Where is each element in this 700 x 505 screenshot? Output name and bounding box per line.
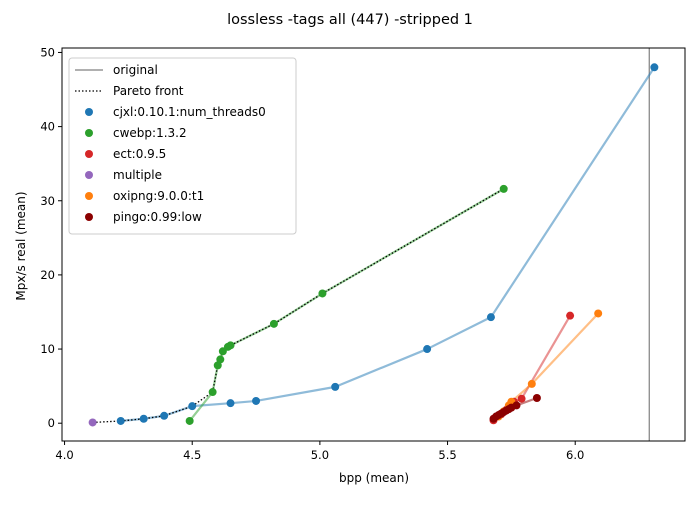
data-point xyxy=(512,401,521,410)
legend-swatch-marker xyxy=(85,171,93,179)
legend-label: pingo:0.99:low xyxy=(113,210,202,224)
data-point xyxy=(185,416,194,425)
x-tick-label: 5.5 xyxy=(438,448,456,462)
legend-label: multiple xyxy=(113,168,162,182)
data-point xyxy=(88,418,97,427)
legend-swatch-marker xyxy=(85,108,93,116)
y-tick-label: 0 xyxy=(48,416,55,430)
legend-label: Pareto front xyxy=(113,84,184,98)
x-tick-label: 4.0 xyxy=(55,448,73,462)
data-point xyxy=(139,414,148,423)
data-point xyxy=(318,289,327,298)
legend-label: cjxl:0.10.1:num_threads0 xyxy=(113,105,266,119)
series-line-0 xyxy=(120,66,656,423)
axes: 4.0 4.5 5.0 5.5 6.0 0 10 20 30 40 50 xyxy=(40,45,584,462)
y-tick-label: 30 xyxy=(40,194,55,208)
data-point xyxy=(331,382,340,391)
legend-swatch-marker xyxy=(85,192,93,200)
legend-label: original xyxy=(113,63,158,77)
data-point xyxy=(160,411,169,420)
data-point xyxy=(208,388,217,397)
y-tick-label: 40 xyxy=(40,120,55,134)
legend-label: ect:0.9.5 xyxy=(113,147,166,161)
x-axis-label: bpp (mean) xyxy=(339,471,409,485)
x-tick-label: 5.0 xyxy=(311,448,329,462)
x-tick-label: 6.0 xyxy=(566,448,584,462)
data-point xyxy=(486,313,495,322)
y-axis-label: Mpx/s real (mean) xyxy=(14,191,28,300)
data-point xyxy=(252,396,261,405)
data-point xyxy=(216,355,225,364)
x-tick-label: 4.5 xyxy=(183,448,201,462)
legend-swatch-marker xyxy=(85,213,93,221)
legend-box xyxy=(68,57,297,235)
data-point xyxy=(532,393,541,402)
data-point xyxy=(226,341,235,350)
data-point xyxy=(566,311,575,320)
data-point xyxy=(594,309,603,318)
chart-title: lossless -tags all (447) -stripped 1 xyxy=(227,12,473,28)
data-point xyxy=(527,379,536,388)
data-point xyxy=(517,394,526,403)
y-tick-label: 50 xyxy=(40,45,55,59)
data-point xyxy=(269,319,278,328)
legend-swatch-marker xyxy=(85,129,93,137)
plot-area xyxy=(88,48,659,441)
data-point xyxy=(188,402,197,411)
y-tick-label: 20 xyxy=(40,268,55,282)
legend-label: cwebp:1.3.2 xyxy=(113,126,187,140)
data-point xyxy=(499,184,508,193)
y-tick-label: 10 xyxy=(40,342,55,356)
legend: original Pareto front cjxl:0.10.1:num_thre… xyxy=(68,57,297,235)
legend-label: oxipng:9.0.0:t1 xyxy=(113,189,204,203)
data-point xyxy=(650,63,659,72)
plot-frame xyxy=(61,47,686,442)
data-point xyxy=(423,345,432,354)
data-point xyxy=(116,416,125,425)
legend-swatch-marker xyxy=(85,150,93,158)
data-point xyxy=(226,399,235,408)
